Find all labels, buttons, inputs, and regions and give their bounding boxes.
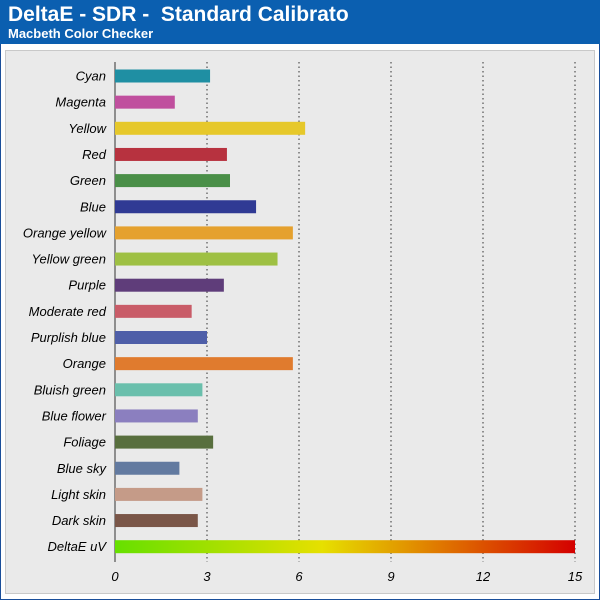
- bar-purple: [115, 278, 224, 292]
- x-tick-label: 12: [476, 569, 491, 584]
- bar-dark-skin: [115, 514, 198, 528]
- category-label: Bluish green: [34, 382, 106, 397]
- x-axis-ticks: 0 3 6 9 12 15: [111, 569, 583, 584]
- category-label: Blue: [80, 199, 106, 214]
- category-label: Orange: [63, 356, 106, 371]
- category-label: Foliage: [63, 435, 106, 450]
- category-label: Orange yellow: [23, 225, 108, 240]
- bar-red: [115, 147, 227, 161]
- bar-purplish-blue: [115, 331, 207, 344]
- category-label: Purple: [68, 278, 106, 293]
- x-tick-label: 15: [568, 569, 583, 584]
- plot-area: [5, 50, 595, 594]
- bar-green: [115, 174, 230, 188]
- x-tick-label: 6: [295, 569, 303, 584]
- category-label: Purplish blue: [31, 330, 106, 345]
- category-label: Moderate red: [29, 304, 107, 319]
- bar-deltae-uv: [115, 540, 575, 554]
- chart-header: DeltaE - SDR - Standard Calibrato Macbet…: [0, 0, 600, 44]
- chart-subtitle: Macbeth Color Checker: [8, 26, 154, 41]
- x-tick-label: 3: [203, 569, 211, 584]
- bars: [115, 69, 575, 554]
- bar-blue-sky: [115, 461, 180, 475]
- bar-cyan: [115, 69, 211, 83]
- bar-yellow-green: [115, 252, 278, 266]
- category-label: Yellow green: [32, 252, 106, 267]
- category-label: Light skin: [51, 487, 106, 502]
- category-label: DeltaE uV: [47, 539, 107, 554]
- bar-light-skin: [115, 487, 203, 501]
- category-label: Yellow: [68, 121, 107, 136]
- x-tick-label: 9: [387, 569, 394, 584]
- bar-moderate-red: [115, 304, 192, 318]
- category-label: Green: [70, 173, 106, 188]
- x-tick-label: 0: [111, 569, 119, 584]
- bar-yellow: [115, 121, 306, 135]
- category-label: Dark skin: [52, 513, 106, 528]
- category-label: Cyan: [76, 69, 106, 84]
- category-label: Red: [82, 147, 107, 162]
- category-labels: Cyan Magenta Yellow Red Green Blue Orange yell…: [23, 69, 108, 555]
- bar-blue-flower: [115, 409, 198, 423]
- chart-title: DeltaE - SDR - Standard Calibrato: [8, 3, 349, 26]
- bar-magenta: [115, 95, 175, 109]
- bar-orange: [115, 357, 293, 371]
- bar-foliage: [115, 435, 214, 449]
- category-label: Blue sky: [57, 461, 108, 476]
- bar-orange-yellow: [115, 226, 293, 240]
- bar-bluish-green: [115, 383, 203, 397]
- bar-blue: [115, 200, 257, 214]
- category-label: Blue flower: [42, 408, 107, 423]
- category-label: Magenta: [55, 95, 106, 110]
